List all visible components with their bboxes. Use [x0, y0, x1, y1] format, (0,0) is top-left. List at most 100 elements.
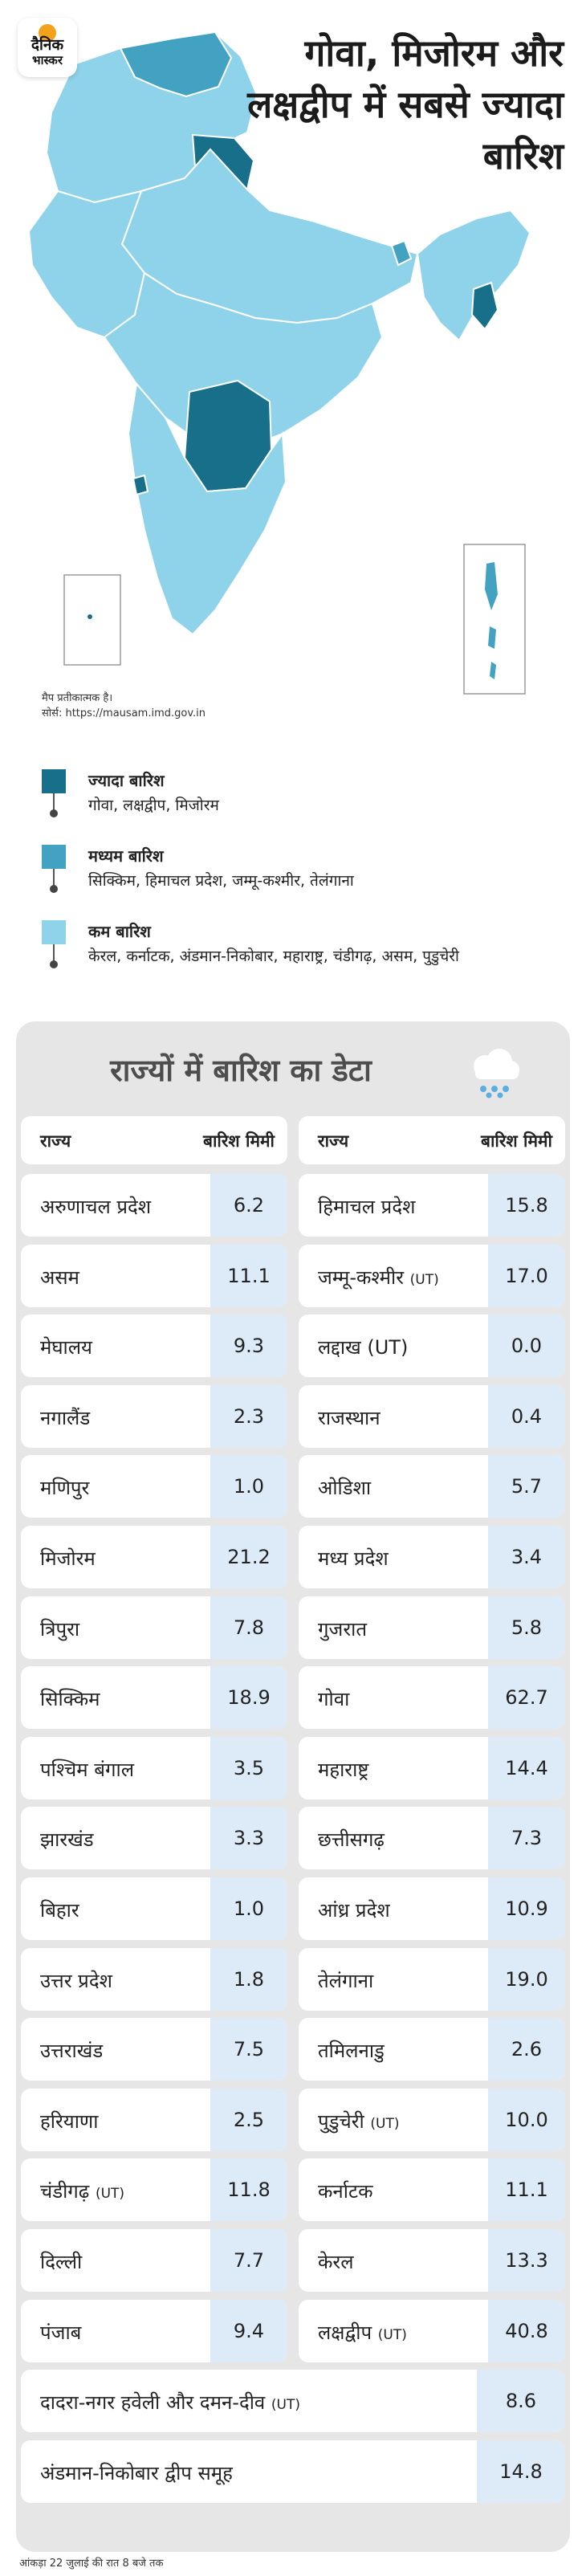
map-region-sikkim	[390, 239, 413, 267]
table-row: हिमाचल प्रदेश 15.8	[299, 1174, 565, 1237]
state-name-text: गुजरात	[318, 1617, 368, 1641]
state-name-text: झारखंड	[40, 1828, 94, 1852]
table-row: आंध्र प्रदेश 10.9	[299, 1877, 565, 1940]
rainfall-value: 17.0	[488, 1244, 565, 1307]
state-name-text: त्रिपुरा	[40, 1617, 80, 1641]
state-name-text: हिमाचल प्रदेश	[318, 1196, 416, 1218]
map-region-west	[27, 190, 146, 339]
lakshadweep-islands	[87, 614, 92, 619]
state-name-text: हरियाणा	[40, 2109, 99, 2133]
state-name: तेलंगाना	[318, 1967, 373, 1994]
rainfall-value: 11.1	[210, 1244, 287, 1307]
rainfall-value: 13.3	[488, 2229, 565, 2292]
rainfall-value: 0.4	[488, 1384, 565, 1448]
table-row: गोवा 62.7	[299, 1666, 565, 1730]
table-row: लद्दाख (UT) 0.0	[299, 1314, 565, 1378]
rainfall-value: 40.8	[488, 2299, 565, 2362]
rainfall-value: 10.0	[488, 2088, 565, 2151]
table-row: हरियाणा 2.5	[21, 2088, 287, 2151]
rainfall-value: 2.6	[488, 2018, 565, 2081]
state-name-text: चंडीगढ़	[40, 2180, 90, 2203]
state-name-text: आंध्र प्रदेश	[318, 1899, 390, 1922]
table-row: गुजरात 5.8	[299, 1596, 565, 1659]
state-name-text: मणिपुर	[40, 1477, 90, 1500]
left-column-header: राज्य बारिश मिमी	[21, 1116, 287, 1164]
legend-medium-swatch	[42, 845, 66, 893]
state-name: पश्चिम बंगाल	[40, 1756, 134, 1783]
table-row: दिल्ली 7.7	[21, 2229, 287, 2292]
table-row: उत्तर प्रदेश 1.8	[21, 1947, 287, 2011]
india-rainfall-map	[27, 31, 531, 695]
state-name-text: पुडुचेरी	[318, 2109, 364, 2133]
rainfall-value: 5.8	[488, 1596, 565, 1659]
state-name: पंजाब	[40, 2319, 81, 2346]
map-region-north-east	[416, 209, 531, 342]
rainfall-value: 7.3	[488, 1807, 565, 1870]
state-name-text: नगालैंड	[40, 1406, 91, 1429]
rainfall-value: 7.5	[210, 2018, 287, 2081]
rainfall-value: 2.5	[210, 2088, 287, 2151]
state-name: गुजरात	[318, 1616, 367, 1642]
rainfall-value: 9.4	[210, 2299, 287, 2362]
table-row: पंजाब 9.4	[21, 2299, 287, 2362]
rainfall-value: 19.0	[488, 1947, 565, 2011]
legend-low-swatch	[42, 920, 66, 968]
state-name-text: राजस्थान	[318, 1406, 380, 1429]
rainfall-value: 62.7	[488, 1666, 565, 1730]
state-name-text: उत्तर प्रदेश	[40, 1969, 112, 1992]
rainfall-value: 18.9	[210, 1666, 287, 1730]
footer-note: आंकड़ा 22 जुलाई की रात 8 बजे तक	[19, 2558, 164, 2570]
table-row: राजस्थान 0.4	[299, 1384, 565, 1448]
map-source: सोर्स: https://mausam.imd.gov.in	[42, 707, 206, 719]
state-name-text: दादरा-नगर हवेली और दमन-दीव	[40, 2391, 266, 2415]
map-disclaimer: मैप प्रतीकात्मक है।	[42, 692, 113, 704]
ut-tag: (UT)	[377, 2326, 407, 2343]
state-name: उत्तर प्रदेश	[40, 1967, 112, 1994]
legend-high-states: गोवा, लक्षद्वीप, मिजोरम	[88, 797, 219, 814]
state-name: मणिपुर	[40, 1474, 89, 1501]
rainfall-value: 3.4	[488, 1526, 565, 1588]
dainik-bhaskar-logo: दैनिक भास्कर	[18, 18, 77, 77]
state-name-text: बिहार	[40, 1899, 79, 1922]
rainfall-value: 11.1	[488, 2158, 565, 2222]
table-row: अरुणाचल प्रदेश 6.2	[21, 1174, 287, 1237]
table-row: तमिलनाडु 2.6	[299, 2018, 565, 2081]
rainfall-value: 9.3	[210, 1314, 287, 1378]
andaman-inset	[463, 544, 526, 695]
state-name-text: लद्दाख (UT)	[318, 1336, 409, 1359]
table-row: सिक्किम 18.9	[21, 1666, 287, 1730]
rainfall-value: 0.0	[488, 1314, 565, 1378]
state-name-text: ओडिशा	[318, 1477, 372, 1500]
table-row: मेघालय 9.3	[21, 1314, 287, 1378]
table-row: मणिपुर 1.0	[21, 1455, 287, 1518]
state-name: उत्तराखंड	[40, 2037, 103, 2064]
ut-tag: (UT)	[370, 2115, 400, 2132]
table-row: झारखंड 3.3	[21, 1807, 287, 1870]
table-row: छत्तीसगढ़ 7.3	[299, 1807, 565, 1870]
table-row: पुडुचेरी (UT) 10.0	[299, 2088, 565, 2151]
logo-line-1: दैनिक	[31, 36, 64, 54]
state-name-text: गोवा	[318, 1688, 350, 1711]
state-name: केरल	[318, 2248, 354, 2275]
state-name-text: असम	[40, 1266, 79, 1289]
state-name: असम	[40, 1264, 79, 1290]
map-note: मैप प्रतीकात्मक है। सोर्स: https://mausa…	[42, 691, 206, 721]
table-row: केरल 13.3	[299, 2229, 565, 2292]
table-row: ओडिशा 5.7	[299, 1455, 565, 1518]
state-name: मध्य प्रदेश	[318, 1545, 389, 1571]
right-header-state: राज्य	[318, 1131, 349, 1151]
rainfall-data-panel: राज्यों में बारिश का डेटा राज्य बारिश मि…	[16, 1021, 570, 2552]
rainfall-value: 15.8	[488, 1174, 565, 1237]
state-name: महाराष्ट्र	[318, 1756, 368, 1783]
state-name-text: उत्तराखंड	[40, 2040, 104, 2063]
table-row: जम्मू-कश्मीर (UT) 17.0	[299, 1244, 565, 1307]
state-name-text: पश्चिम बंगाल	[40, 1758, 134, 1781]
state-name-text: कर्नाटक	[318, 2180, 373, 2203]
state-name: हिमाचल प्रदेश	[318, 1193, 415, 1220]
state-name: त्रिपुरा	[40, 1616, 79, 1642]
state-name: दिल्ली	[40, 2248, 82, 2275]
state-name: नगालैंड	[40, 1404, 90, 1431]
map-region-mizoram	[470, 281, 499, 331]
panel-title: राज्यों में बारिश का डेटा	[110, 1053, 372, 1088]
state-name: राजस्थान	[318, 1404, 380, 1431]
